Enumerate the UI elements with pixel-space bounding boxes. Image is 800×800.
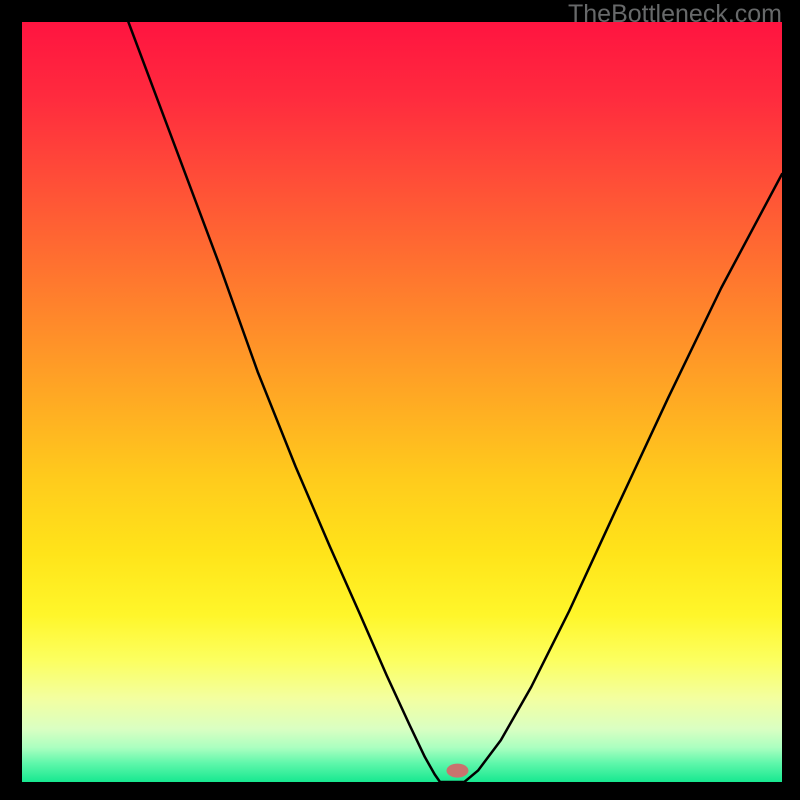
plot-area bbox=[22, 22, 782, 782]
chart-frame: TheBottleneck.com bbox=[0, 0, 800, 800]
watermark-text: TheBottleneck.com bbox=[568, 0, 782, 29]
gradient-background bbox=[22, 22, 782, 782]
optimal-point-marker bbox=[446, 764, 468, 778]
